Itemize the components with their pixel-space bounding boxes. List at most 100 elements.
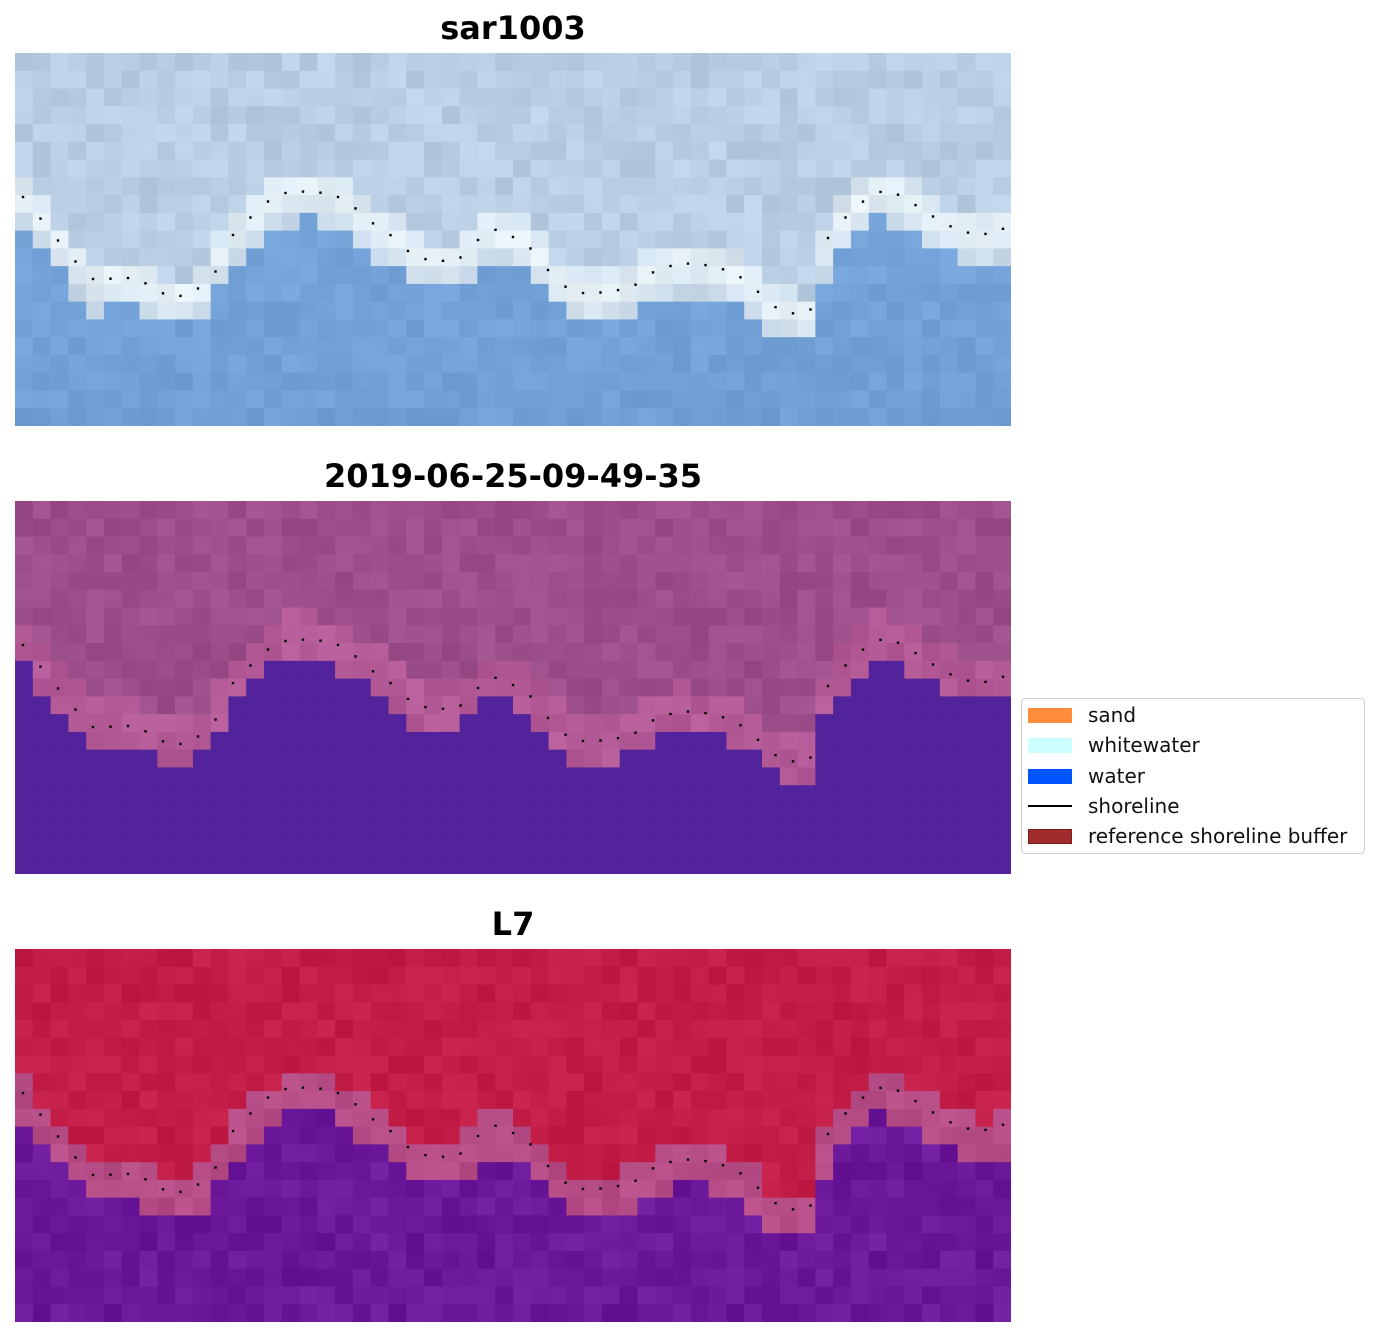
pixel-cell	[655, 1250, 674, 1270]
pixel-cell	[797, 678, 816, 697]
pixel-cell	[726, 301, 745, 321]
pixel-cell	[744, 266, 763, 285]
pixel-cell	[975, 266, 994, 285]
pixel-cell	[68, 354, 87, 374]
pixel-cell	[495, 372, 514, 392]
pixel-cell	[993, 1002, 1011, 1021]
pixel-cell	[673, 572, 692, 591]
pixel-cell	[121, 1126, 141, 1145]
pixel-cell	[50, 536, 69, 555]
pixel-cell	[637, 337, 656, 356]
pixel-cell	[68, 984, 87, 1003]
pixel-cell	[424, 390, 443, 409]
pixel-cell	[584, 283, 603, 303]
pixel-cell	[210, 301, 230, 321]
pixel-cell	[922, 1268, 941, 1288]
pixel-cell	[815, 802, 834, 822]
pixel-cell	[388, 1179, 407, 1199]
pixel-cell	[15, 536, 34, 555]
pixel-cell	[103, 1037, 123, 1057]
pixel-cell	[779, 660, 799, 680]
pixel-cell	[424, 984, 443, 1003]
pixel-cell	[121, 106, 141, 125]
pixel-cell	[922, 141, 941, 161]
pixel-cell	[317, 518, 336, 538]
pixel-cell	[566, 337, 585, 356]
pixel-cell	[477, 354, 496, 374]
pixel-cell	[850, 159, 870, 178]
pixel-cell	[228, 1108, 247, 1128]
pixel-cell	[335, 767, 354, 786]
pixel-cell	[352, 678, 372, 697]
pixel-cell	[32, 1020, 52, 1039]
pixel-cell	[424, 159, 443, 178]
pixel-cell	[619, 177, 639, 196]
pixel-cell	[637, 589, 656, 609]
pixel-cell	[530, 1108, 550, 1128]
pixel-cell	[121, 554, 141, 573]
pixel-cell	[584, 820, 603, 840]
pixel-cell	[495, 572, 514, 591]
pixel-cell	[495, 949, 514, 968]
pixel-cell	[388, 1197, 407, 1217]
pixel-cell	[441, 408, 461, 426]
pixel-cell	[32, 319, 52, 338]
pixel-cell	[424, 607, 443, 626]
pixel-cell	[370, 53, 390, 72]
pixel-cell	[388, 319, 407, 338]
pixel-cell	[86, 354, 105, 374]
pixel-cell	[673, 643, 692, 662]
pixel-cell	[762, 660, 781, 680]
pixel-cell	[886, 141, 905, 161]
pixel-cell	[424, 1197, 443, 1217]
pixel-cell	[886, 660, 905, 680]
pixel-cell	[68, 607, 87, 626]
pixel-cell	[192, 1250, 212, 1270]
pixel-cell	[246, 106, 265, 125]
pixel-cell	[922, 1126, 941, 1145]
pixel-cell	[726, 1073, 745, 1092]
pixel-cell	[406, 949, 425, 968]
pixel-cell	[50, 212, 69, 232]
pixel-cell	[388, 589, 407, 609]
pixel-cell	[619, 536, 639, 555]
pixel-cell	[957, 802, 977, 822]
pixel-cell	[15, 372, 34, 392]
pixel-cell	[495, 1197, 514, 1217]
pixel-cell	[779, 984, 799, 1003]
pixel-cell	[601, 607, 621, 626]
pixel-cell	[850, 212, 870, 232]
pixel-cell	[157, 625, 176, 644]
pixel-cell	[655, 518, 674, 538]
pixel-cell	[424, 1144, 443, 1163]
pixel-cell	[441, 266, 461, 285]
pixel-cell	[459, 1108, 479, 1128]
pixel-cell	[264, 408, 283, 426]
pixel-cell	[406, 106, 425, 125]
pixel-cell	[975, 1126, 994, 1145]
shoreline-point	[109, 277, 112, 280]
pixel-cell	[388, 53, 407, 72]
shoreline-point	[826, 236, 830, 240]
pixel-cell	[637, 141, 656, 161]
pixel-cell	[904, 141, 923, 161]
pixel-cell	[68, 408, 87, 426]
pixel-cell	[744, 1233, 763, 1252]
pixel-cell	[335, 1268, 354, 1288]
legend-item-whitewater: whitewater	[1028, 733, 1362, 757]
pixel-cell	[833, 572, 852, 591]
pixel-cell	[370, 1233, 390, 1252]
pixel-cell	[317, 749, 336, 769]
pixel-cell	[690, 53, 710, 72]
pixel-cell	[690, 949, 710, 968]
pixel-cell	[762, 1037, 781, 1057]
pixel-cell	[850, 1091, 870, 1110]
pixel-cell	[922, 1037, 941, 1057]
pixel-cell	[726, 572, 745, 591]
pixel-cell	[424, 660, 443, 680]
pixel-cell	[762, 1091, 781, 1110]
pixel-cell	[655, 301, 674, 321]
pixel-cell	[868, 1215, 888, 1234]
pixel-cell	[922, 660, 941, 680]
pixel-cell	[157, 141, 176, 161]
